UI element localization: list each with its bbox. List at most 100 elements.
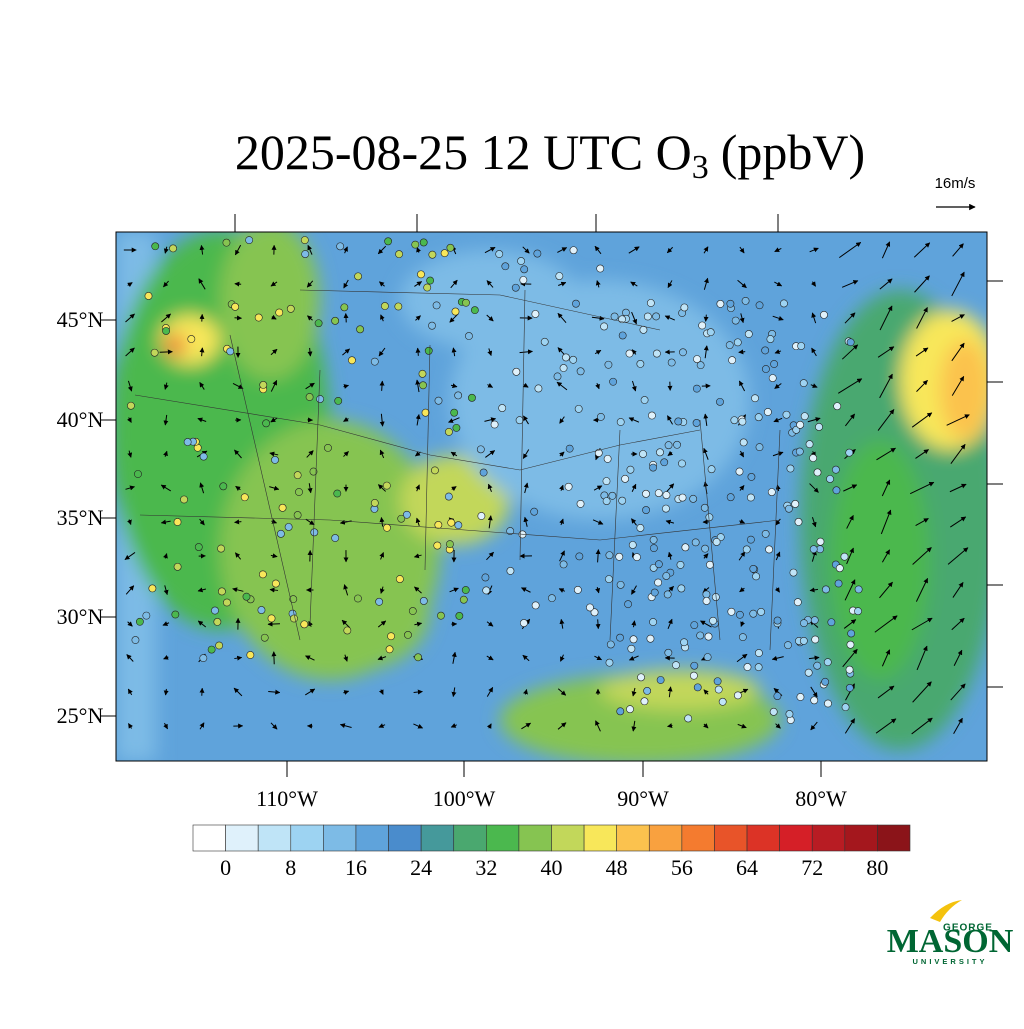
station — [404, 631, 411, 638]
station — [668, 359, 675, 366]
station — [672, 662, 679, 669]
station — [437, 612, 444, 619]
station — [462, 299, 469, 306]
station — [334, 490, 341, 497]
station — [742, 297, 749, 304]
station — [747, 536, 754, 543]
station — [792, 500, 799, 507]
station — [195, 543, 202, 550]
station — [574, 586, 581, 593]
colorbar-tick-label: 80 — [866, 855, 888, 880]
station — [534, 250, 541, 257]
station — [357, 326, 364, 333]
station — [386, 646, 393, 653]
station — [822, 586, 829, 593]
lat-label: 45°N — [57, 307, 104, 332]
station — [586, 604, 593, 611]
station — [624, 601, 631, 608]
station — [422, 409, 429, 416]
colorbar-tick-label: 56 — [671, 855, 693, 880]
station — [675, 418, 682, 425]
station — [294, 511, 301, 518]
logo: GEORGE MASON UNIVERSITY — [887, 900, 1014, 966]
station — [521, 266, 528, 273]
station — [535, 385, 542, 392]
station — [846, 449, 853, 456]
station — [616, 553, 623, 560]
colorbar-box — [877, 825, 910, 851]
station — [647, 299, 654, 306]
station — [650, 536, 657, 543]
station — [200, 655, 207, 662]
station — [797, 693, 804, 700]
station — [513, 368, 520, 375]
lat-label: 40°N — [57, 407, 104, 432]
station — [815, 423, 822, 430]
station — [560, 561, 567, 568]
station — [332, 534, 339, 541]
station — [663, 572, 670, 579]
station — [617, 581, 624, 588]
colorbar-tick-label: 0 — [220, 855, 231, 880]
station — [846, 666, 853, 673]
colorbar-box — [845, 825, 878, 851]
lon-label: 80°W — [795, 786, 847, 811]
station — [396, 575, 403, 582]
station — [637, 674, 644, 681]
station — [653, 350, 660, 357]
station — [279, 504, 286, 511]
station — [649, 618, 656, 625]
station — [814, 662, 821, 669]
station — [548, 595, 555, 602]
station — [847, 641, 854, 648]
station — [409, 607, 416, 614]
station — [755, 649, 762, 656]
station — [756, 302, 763, 309]
colorbar-tick-label: 16 — [345, 855, 367, 880]
station — [811, 617, 818, 624]
station — [680, 639, 687, 646]
station — [134, 470, 141, 477]
station — [679, 494, 686, 501]
station — [704, 653, 711, 660]
station — [241, 494, 248, 501]
station — [605, 361, 612, 368]
station — [657, 676, 664, 683]
station — [335, 397, 342, 404]
logo-bottom: UNIVERSITY — [912, 957, 987, 966]
station — [520, 276, 527, 283]
colorbar-box — [714, 825, 747, 851]
station — [429, 251, 436, 258]
colorbar-box — [356, 825, 389, 851]
station — [739, 418, 746, 425]
station — [665, 442, 672, 449]
station — [341, 304, 348, 311]
station — [287, 305, 294, 312]
station — [517, 257, 524, 264]
colorbar-box — [454, 825, 487, 851]
station — [790, 569, 797, 576]
station — [276, 309, 283, 316]
station — [619, 497, 626, 504]
station — [605, 576, 612, 583]
station — [512, 284, 519, 291]
station — [800, 637, 807, 644]
station — [743, 546, 750, 553]
colorbar-box — [323, 825, 356, 851]
station — [736, 611, 743, 618]
station — [690, 495, 697, 502]
station — [673, 441, 680, 448]
station — [780, 300, 787, 307]
station — [784, 642, 791, 649]
station — [783, 411, 790, 418]
station — [626, 350, 633, 357]
wind-arrow — [268, 624, 280, 625]
station — [306, 393, 313, 400]
station — [727, 494, 734, 501]
station — [483, 587, 490, 594]
station — [478, 512, 485, 519]
station — [663, 491, 670, 498]
station — [811, 697, 818, 704]
station — [616, 634, 623, 641]
